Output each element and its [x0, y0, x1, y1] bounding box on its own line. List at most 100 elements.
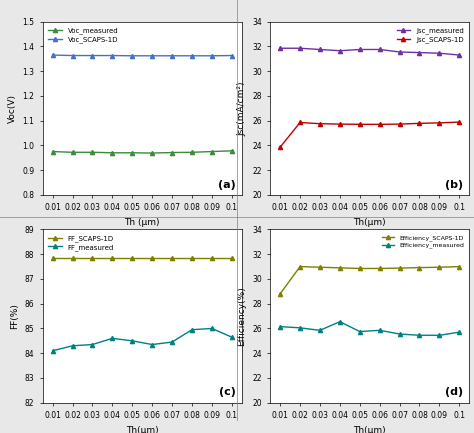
- X-axis label: Th (μm): Th (μm): [125, 218, 160, 227]
- Voc_measured: [90, 150, 95, 155]
- Line: Voc_SCAPS-1D: Voc_SCAPS-1D: [51, 53, 234, 58]
- Efficiency_SCAPS-1D: [277, 291, 283, 297]
- Efficiency_SCAPS-1D: [297, 264, 303, 269]
- Y-axis label: Jsc(mA/cm²): Jsc(mA/cm²): [237, 81, 246, 136]
- Y-axis label: Voc(V): Voc(V): [8, 94, 17, 123]
- Jsc_SCAPS-1D: [337, 122, 343, 127]
- FF_SCAPS-1D: [149, 255, 155, 261]
- Legend: Jsc_measured, Jsc_SCAPS-1D: Jsc_measured, Jsc_SCAPS-1D: [394, 25, 466, 45]
- Jsc_measured: [297, 45, 303, 51]
- Jsc_measured: [357, 47, 363, 52]
- Efficiency_SCAPS-1D: [437, 265, 442, 270]
- FF_measured: [129, 338, 135, 343]
- Voc_measured: [229, 148, 235, 153]
- Line: Efficiency_SCAPS-1D: Efficiency_SCAPS-1D: [278, 265, 461, 296]
- FF_SCAPS-1D: [50, 255, 55, 261]
- Jsc_SCAPS-1D: [437, 120, 442, 126]
- Efficiency_measured: [437, 333, 442, 338]
- Voc_SCAPS-1D: [209, 53, 215, 58]
- Voc_SCAPS-1D: [189, 53, 195, 58]
- Voc_measured: [129, 150, 135, 155]
- Voc_SCAPS-1D: [169, 53, 175, 58]
- Voc_SCAPS-1D: [229, 53, 235, 58]
- Jsc_measured: [417, 50, 422, 55]
- Voc_measured: [109, 150, 115, 155]
- Voc_SCAPS-1D: [129, 53, 135, 58]
- Jsc_measured: [397, 49, 402, 55]
- Efficiency_measured: [456, 330, 462, 335]
- Jsc_SCAPS-1D: [397, 122, 402, 127]
- Jsc_SCAPS-1D: [277, 145, 283, 150]
- Voc_measured: [50, 149, 55, 154]
- Efficiency_measured: [337, 319, 343, 324]
- FF_SCAPS-1D: [209, 255, 215, 261]
- FF_SCAPS-1D: [229, 255, 235, 261]
- X-axis label: Th(μm): Th(μm): [126, 426, 158, 433]
- FF_SCAPS-1D: [70, 255, 75, 261]
- Efficiency_measured: [297, 325, 303, 330]
- FF_SCAPS-1D: [90, 255, 95, 261]
- Efficiency_measured: [377, 328, 383, 333]
- FF_measured: [209, 326, 215, 331]
- Legend: Voc_measured, Voc_SCAPS-1D: Voc_measured, Voc_SCAPS-1D: [46, 25, 120, 45]
- Y-axis label: Efficiency(%): Efficiency(%): [237, 286, 246, 346]
- Jsc_SCAPS-1D: [297, 120, 303, 125]
- Efficiency_SCAPS-1D: [317, 265, 323, 270]
- Jsc_SCAPS-1D: [377, 122, 383, 127]
- FF_measured: [50, 348, 55, 353]
- Line: FF_SCAPS-1D: FF_SCAPS-1D: [51, 256, 234, 260]
- Jsc_SCAPS-1D: [357, 122, 363, 127]
- Efficiency_SCAPS-1D: [337, 265, 343, 271]
- Legend: FF_SCAPS-1D, FF_measured: FF_SCAPS-1D, FF_measured: [46, 233, 116, 253]
- Line: Jsc_measured: Jsc_measured: [278, 46, 461, 57]
- Voc_measured: [209, 149, 215, 154]
- Jsc_measured: [377, 47, 383, 52]
- Jsc_measured: [437, 51, 442, 56]
- Y-axis label: FF(%): FF(%): [10, 303, 19, 329]
- Jsc_measured: [337, 48, 343, 53]
- Efficiency_SCAPS-1D: [377, 266, 383, 271]
- Text: (b): (b): [445, 180, 463, 190]
- Text: (a): (a): [218, 180, 236, 190]
- FF_measured: [70, 343, 75, 349]
- Voc_SCAPS-1D: [70, 53, 75, 58]
- Jsc_SCAPS-1D: [417, 121, 422, 126]
- Jsc_measured: [456, 52, 462, 58]
- FF_measured: [189, 327, 195, 332]
- Jsc_SCAPS-1D: [317, 121, 323, 126]
- Voc_measured: [189, 150, 195, 155]
- Line: Efficiency_measured: Efficiency_measured: [278, 320, 461, 337]
- Voc_SCAPS-1D: [50, 52, 55, 58]
- Line: FF_measured: FF_measured: [51, 326, 234, 353]
- X-axis label: Th(μm): Th(μm): [354, 426, 386, 433]
- Voc_SCAPS-1D: [90, 53, 95, 58]
- Voc_SCAPS-1D: [109, 53, 115, 58]
- Voc_measured: [169, 150, 175, 155]
- Text: (d): (d): [445, 388, 463, 397]
- Voc_SCAPS-1D: [149, 53, 155, 58]
- Line: Voc_measured: Voc_measured: [51, 149, 234, 155]
- FF_measured: [229, 335, 235, 340]
- Efficiency_SCAPS-1D: [357, 266, 363, 271]
- Legend: Efficiency_SCAPS-1D, Efficiency_measured: Efficiency_SCAPS-1D, Efficiency_measured: [380, 233, 466, 250]
- Line: Jsc_SCAPS-1D: Jsc_SCAPS-1D: [278, 120, 461, 149]
- Voc_measured: [70, 150, 75, 155]
- X-axis label: Th(μm): Th(μm): [354, 218, 386, 227]
- Jsc_SCAPS-1D: [456, 120, 462, 125]
- FF_measured: [90, 342, 95, 347]
- Efficiency_SCAPS-1D: [417, 265, 422, 270]
- FF_measured: [169, 339, 175, 345]
- FF_SCAPS-1D: [169, 255, 175, 261]
- FF_SCAPS-1D: [109, 255, 115, 261]
- Text: (c): (c): [219, 388, 236, 397]
- Efficiency_SCAPS-1D: [456, 264, 462, 269]
- FF_measured: [109, 336, 115, 341]
- Efficiency_measured: [357, 329, 363, 334]
- Efficiency_measured: [397, 331, 402, 336]
- Voc_measured: [149, 150, 155, 155]
- FF_measured: [149, 342, 155, 347]
- Jsc_measured: [277, 45, 283, 51]
- Jsc_measured: [317, 47, 323, 52]
- FF_SCAPS-1D: [189, 255, 195, 261]
- Efficiency_measured: [277, 324, 283, 329]
